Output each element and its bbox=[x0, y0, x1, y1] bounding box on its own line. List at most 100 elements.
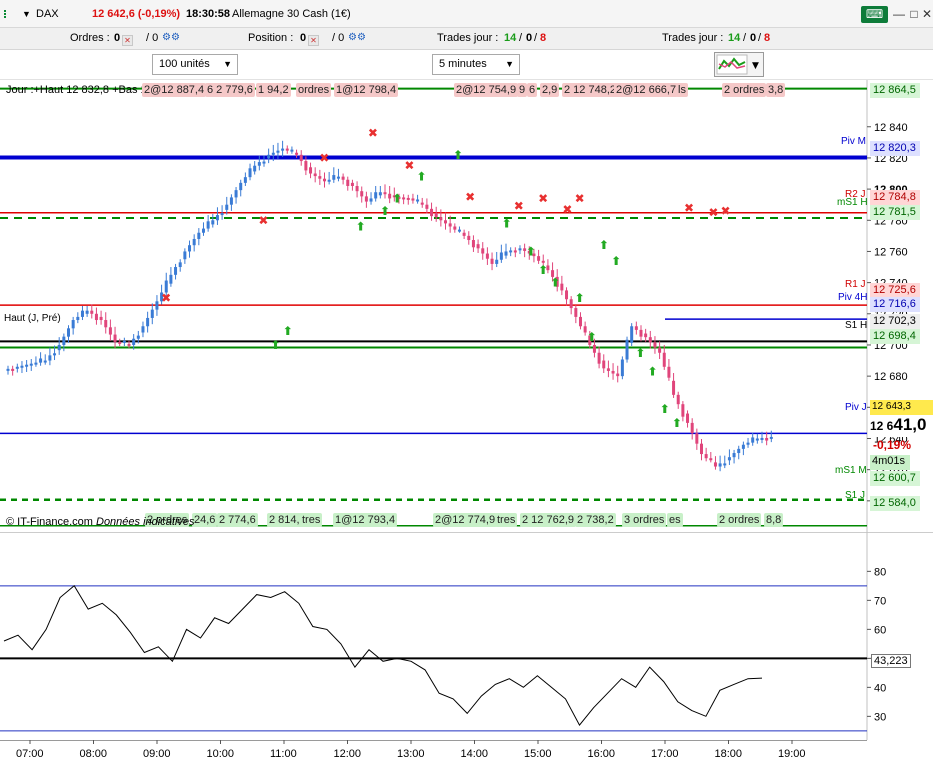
candle-body bbox=[699, 443, 703, 455]
candle-body bbox=[150, 309, 154, 318]
trades-day-losses: 8 bbox=[540, 32, 547, 44]
trades-day-sep1: / bbox=[519, 32, 523, 44]
sell-marker-icon: ✖ bbox=[404, 159, 414, 173]
orders-clear-icon[interactable]: ✕ bbox=[122, 32, 133, 46]
order-pill[interactable]: 6 bbox=[527, 83, 538, 97]
order-pill[interactable]: 2 12 748,2 bbox=[562, 83, 618, 97]
candle-body bbox=[434, 213, 438, 218]
time-tick-label: 18:00 bbox=[715, 748, 743, 760]
order-pill[interactable]: 2@12 666,7 bbox=[614, 83, 679, 97]
keyboard-icon[interactable]: ⌨ bbox=[861, 6, 888, 23]
maximize-icon[interactable]: □ bbox=[910, 7, 918, 21]
trades-day-flat: 0 bbox=[526, 32, 533, 44]
order-pill[interactable]: 2 12 762,9 bbox=[520, 513, 576, 527]
candle-body bbox=[727, 457, 731, 461]
order-pill[interactable]: 2,9 bbox=[540, 83, 560, 97]
level-label-ms1-h: mS1 H bbox=[837, 197, 868, 208]
position-settings-icon[interactable]: ⚙⚙ bbox=[348, 32, 366, 43]
order-pill[interactable]: 2@12 887,4 bbox=[142, 83, 207, 97]
order-pill[interactable]: 2@12 774,9 bbox=[433, 513, 498, 527]
oscillator-tick-label: 40 bbox=[874, 682, 886, 694]
candle-body bbox=[215, 215, 219, 221]
candle-body bbox=[99, 316, 103, 321]
price-tag: 12 784,8 bbox=[870, 190, 920, 205]
close-icon[interactable]: ✕ bbox=[921, 7, 933, 21]
trades-day-label-2: Trades jour : bbox=[662, 32, 724, 44]
price-tag: 12 725,6 bbox=[870, 283, 920, 298]
order-pill[interactable]: es bbox=[667, 513, 683, 527]
orders-count-total: / 0 bbox=[146, 32, 159, 44]
candle-body bbox=[704, 454, 708, 459]
order-pill[interactable]: tres bbox=[300, 513, 323, 527]
candle-body bbox=[276, 150, 280, 153]
period-select[interactable]: 5 minutes ▼ bbox=[432, 54, 520, 75]
candle-body bbox=[634, 326, 638, 330]
order-pill[interactable]: ls bbox=[676, 83, 688, 97]
order-pill[interactable]: 2 ordres bbox=[722, 83, 767, 97]
candle-body bbox=[737, 448, 741, 454]
sell-marker-icon: ✖ bbox=[161, 291, 171, 305]
candle-body bbox=[322, 178, 326, 182]
order-pill[interactable]: ordres bbox=[296, 83, 332, 97]
candle-body bbox=[467, 235, 471, 241]
order-pill[interactable]: 2 ordres bbox=[145, 513, 190, 527]
candle-body bbox=[444, 220, 448, 224]
candle-body bbox=[248, 168, 252, 178]
buy-arrow-icon: ⬆ bbox=[587, 330, 597, 344]
indicator-menu-button[interactable]: ▼ bbox=[714, 52, 764, 77]
candle-body bbox=[43, 360, 47, 363]
oscillator-chart[interactable]: 807060504030 bbox=[0, 532, 933, 740]
candle-body bbox=[644, 333, 648, 338]
orders-settings-icon[interactable]: ⚙⚙ bbox=[162, 32, 180, 43]
order-pill[interactable]: 2 ordres bbox=[717, 513, 762, 527]
order-pill[interactable]: 2 738,2 bbox=[575, 513, 616, 527]
price-change: 12 642,6 (-0,19%) bbox=[92, 8, 181, 20]
candle-body bbox=[732, 453, 736, 458]
dropdown-icon[interactable]: ▼ bbox=[22, 9, 31, 19]
order-pill[interactable]: 1@12 798,4 bbox=[334, 83, 399, 97]
candle-body bbox=[569, 299, 573, 309]
sell-marker-icon: ✖ bbox=[575, 191, 585, 205]
position-clear-icon[interactable]: ✕ bbox=[308, 32, 319, 46]
candle-body bbox=[630, 326, 634, 343]
minimize-icon[interactable]: — bbox=[893, 7, 905, 21]
candle-body bbox=[67, 328, 71, 337]
candle-body bbox=[383, 192, 387, 195]
order-pill[interactable]: 3,8 bbox=[766, 83, 786, 97]
units-select[interactable]: 100 unités ▼ bbox=[152, 54, 238, 75]
candle-body bbox=[132, 338, 136, 345]
order-pill[interactable]: 8,8 bbox=[764, 513, 784, 527]
candle-body bbox=[6, 368, 10, 371]
order-pill[interactable]: 3 ordres bbox=[622, 513, 667, 527]
price-chart[interactable]: ✖✖✖✖✖✖✖✖✖✖✖ ✖ ✖⬆⬆⬆⬆⬆⬆⬆⬆⬆⬆⬆⬆⬆⬆⬆⬆⬆⬆⬆ 12 8401… bbox=[0, 80, 933, 532]
candle-body bbox=[309, 167, 313, 174]
order-pill[interactable]: 2@12 754,9 bbox=[454, 83, 519, 97]
order-pill[interactable]: 2 814,2 bbox=[267, 513, 308, 527]
candle-body bbox=[639, 329, 643, 337]
candle-body bbox=[523, 248, 527, 251]
candle-body bbox=[378, 192, 382, 196]
order-pill[interactable]: tres bbox=[495, 513, 518, 527]
candle-body bbox=[160, 292, 164, 302]
level-label-s1-h: S1 H bbox=[845, 320, 868, 331]
candle-body bbox=[555, 276, 559, 287]
trade-markers: ✖✖✖✖✖✖✖✖✖✖✖ ✖ ✖⬆⬆⬆⬆⬆⬆⬆⬆⬆⬆⬆⬆⬆⬆⬆⬆⬆⬆⬆ bbox=[161, 126, 730, 430]
candle-body bbox=[206, 221, 210, 229]
time-tick-label: 07:00 bbox=[16, 748, 44, 760]
order-pill[interactable]: 1@12 793,4 bbox=[333, 513, 398, 527]
trades-day-sep4: / bbox=[758, 32, 762, 44]
order-pill[interactable]: 1 94,2 bbox=[256, 83, 291, 97]
candle-body bbox=[746, 442, 750, 445]
time-tick-label: 16:00 bbox=[588, 748, 616, 760]
candle-body bbox=[397, 196, 401, 199]
grip-icon[interactable] bbox=[4, 9, 12, 19]
order-pill[interactable]: 9 bbox=[517, 83, 528, 97]
order-pill[interactable]: 24,6 bbox=[192, 513, 218, 527]
order-pill[interactable]: 2 774,6 bbox=[217, 513, 258, 527]
candle-body bbox=[546, 265, 550, 271]
candle-body bbox=[513, 250, 517, 253]
candle-body bbox=[369, 198, 373, 202]
order-pill[interactable]: 6 2 779,6 bbox=[205, 83, 255, 97]
orders-bar: Ordres : 0 ✕ / 0 ⚙⚙ Position : 0 ✕ / 0 ⚙… bbox=[0, 28, 933, 50]
units-select-value: 100 unités bbox=[159, 58, 210, 70]
